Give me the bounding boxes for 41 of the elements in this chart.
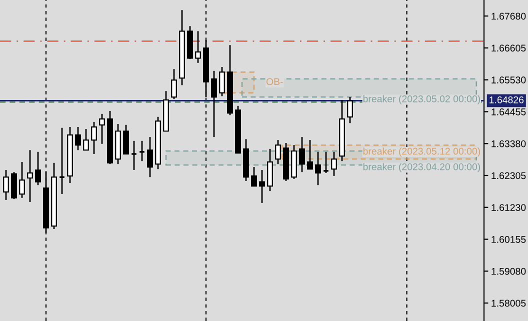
candlestick — [259, 169, 265, 204]
y-tick-label: 1.67680 — [492, 12, 526, 20]
candlestick — [171, 68, 177, 100]
candlestick — [251, 166, 257, 187]
band-label: breaker (2023.04.20 00:00) — [363, 163, 480, 172]
candlestick — [83, 128, 89, 151]
candlestick — [307, 139, 313, 170]
candlestick — [219, 66, 225, 97]
y-tick-label: 1.64455 — [492, 108, 526, 116]
y-tick-label: 1.66605 — [492, 44, 526, 52]
candlestick — [322, 151, 330, 174]
candlestick — [27, 149, 33, 203]
candlestick — [3, 169, 9, 201]
band-label: breaker (2023.05.12 00:00) — [363, 148, 480, 157]
y-tick-label: 1.58005 — [492, 300, 526, 307]
y-tick-label: 1.60155 — [492, 236, 526, 243]
candlestick — [75, 126, 81, 151]
y-tick-label: 1.59080 — [492, 268, 526, 275]
candlestick — [58, 127, 66, 195]
candlestick — [211, 70, 217, 138]
candlestick — [123, 124, 129, 155]
candlestick — [35, 151, 41, 186]
candlestick — [138, 140, 146, 162]
candlestick — [347, 96, 353, 124]
band-label: OB- — [266, 78, 283, 86]
candlestick — [19, 161, 25, 199]
candlestick — [130, 140, 138, 171]
band-label: breaker (2023.05.02 00:00) — [363, 95, 480, 104]
candlestick — [275, 139, 281, 165]
candlestick — [299, 136, 305, 173]
candlestick — [315, 151, 321, 186]
candlestick — [91, 121, 97, 155]
ref-line-label: 1.64826 — [490, 96, 524, 104]
candlestick — [147, 136, 153, 178]
candlestick — [195, 30, 201, 64]
y-tick-label: 1.65530 — [492, 76, 526, 84]
y-tick-label: 1.63380 — [492, 140, 526, 148]
y-tick-label: 1.62305 — [492, 172, 526, 180]
candlestick — [331, 151, 337, 177]
y-tick-label: 1.61230 — [492, 204, 526, 211]
candlestick — [99, 113, 105, 145]
